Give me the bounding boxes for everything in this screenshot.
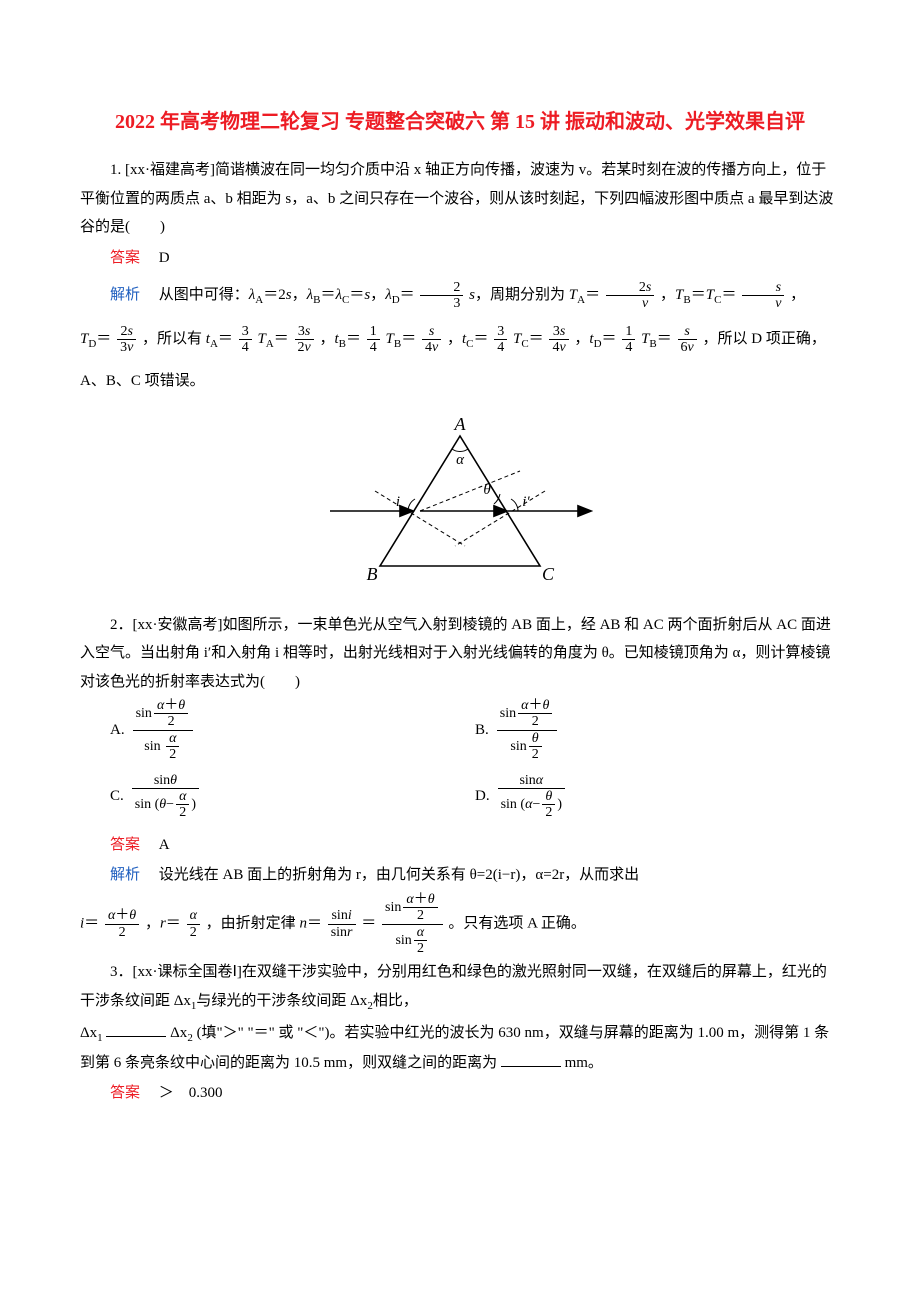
q1-answer-value: D — [159, 250, 170, 266]
page-title: 2022 年高考物理二轮复习 专题整合突破六 第 15 讲 振动和波动、光学效果… — [80, 100, 840, 144]
q2-options: A. sinα＋θ2 sin α2 B. sinα＋θ2 sinθ2 C. si… — [110, 698, 840, 831]
option-a: A. sinα＋θ2 sin α2 — [110, 698, 475, 763]
svg-text:α: α — [456, 452, 465, 468]
blank-1 — [106, 1022, 166, 1037]
svg-text:θ: θ — [483, 482, 491, 498]
q3-stem-line2: Δx1 Δx2 (填"＞" "＝" 或 "＜")。若实验中红光的波长为 630 … — [80, 1019, 840, 1077]
svg-text:i′: i′ — [522, 494, 530, 510]
analysis-label: 解析 — [110, 867, 140, 883]
svg-text:C: C — [542, 564, 555, 584]
q2-stem: 2．[xx·安徽高考]如图所示，一束单色光从空气入射到棱镜的 AB 面上，经 A… — [80, 611, 840, 697]
svg-text:A: A — [454, 416, 467, 434]
option-b: B. sinα＋θ2 sinθ2 — [475, 698, 840, 763]
svg-text:i: i — [396, 494, 400, 510]
answer-label: 答案 — [110, 837, 140, 853]
q1-stem: 1. [xx·福建高考]简谐横波在同一均匀介质中沿 x 轴正方向传播，波速为 v… — [80, 156, 840, 242]
q1-answer: 答案 D — [80, 244, 840, 273]
answer-label: 答案 — [110, 250, 140, 266]
blank-2 — [501, 1052, 561, 1067]
q2-analysis-line2: i＝ α＋θ2 ，r＝ α2 ，由折射定律 n＝ sinisinr ＝ sinα… — [80, 892, 840, 957]
option-c: C. sinθ sin (θ−α2) — [110, 773, 475, 821]
q2-answer: 答案 A — [80, 831, 840, 860]
q2-answer-value: A — [159, 837, 170, 853]
option-d: D. sinα sin (α−θ2) — [475, 773, 840, 821]
q3-stem-line1: 3．[xx·课标全国卷Ⅰ]在双缝干涉实验中，分别用红色和绿色的激光照射同一双缝，… — [80, 958, 840, 1016]
analysis-label: 解析 — [110, 287, 140, 303]
q1-analysis-line2: TD＝ 2s3v ，所以有 tA＝ 34 TA＝ 3s2v ，tB＝ 14 TB… — [80, 318, 840, 402]
prism-diagram: A B C α i i′ θ — [80, 416, 840, 597]
answer-label: 答案 — [110, 1085, 140, 1101]
svg-text:B: B — [367, 564, 378, 584]
q2-analysis-line1: 解析 设光线在 AB 面上的折射角为 r，由几何关系有 θ=2(i−r)，α=2… — [80, 861, 840, 890]
q3-answer-value: ＞ 0.300 — [159, 1085, 223, 1101]
q1-analysis: 解析 从图中可得：λA＝2s，λB＝λC＝s，λD＝ 23 s，周期分别为 TA… — [80, 274, 840, 316]
q3-answer: 答案 ＞ 0.300 — [80, 1079, 840, 1108]
